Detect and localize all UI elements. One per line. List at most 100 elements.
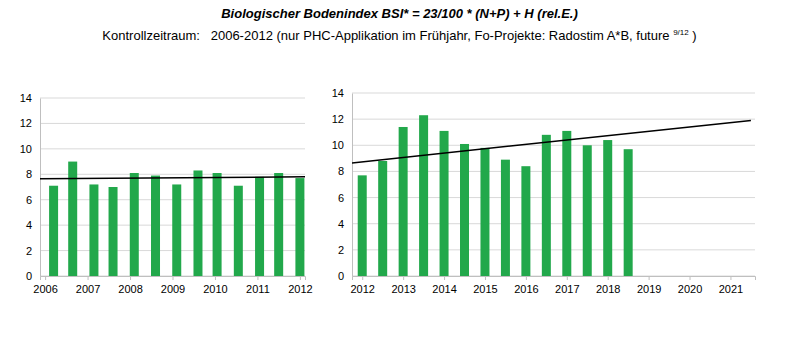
x-tick-label: 2014 bbox=[432, 283, 456, 295]
bar bbox=[562, 131, 571, 276]
x-axis-line bbox=[353, 277, 756, 281]
x-tick: 2012 bbox=[350, 276, 374, 295]
grid-line bbox=[40, 148, 305, 149]
x-tick-mark bbox=[403, 276, 404, 280]
grid-line bbox=[352, 197, 755, 198]
x-axis: 2012201320142015201620172018201920202021 bbox=[350, 276, 755, 295]
y-tick: 10 bbox=[332, 139, 352, 151]
y-tick: 14 bbox=[20, 92, 40, 104]
bar bbox=[89, 184, 98, 276]
grid bbox=[40, 98, 305, 276]
y-tick: 10 bbox=[20, 143, 40, 155]
x-tick: 2010 bbox=[203, 276, 227, 295]
x-axis-line bbox=[41, 277, 306, 281]
x-tick: 2012 bbox=[288, 276, 312, 295]
x-tick-label: 2021 bbox=[719, 283, 743, 295]
x-tick: 2015 bbox=[473, 276, 497, 295]
grid bbox=[352, 93, 755, 276]
grid-line bbox=[352, 145, 755, 146]
bar bbox=[583, 145, 592, 276]
bar bbox=[542, 135, 551, 276]
x-tick-mark bbox=[45, 276, 46, 280]
x-tick-label: 2015 bbox=[473, 283, 497, 295]
x-tick-label: 2006 bbox=[33, 283, 57, 295]
y-tick: 8 bbox=[26, 168, 40, 180]
x-tick-mark bbox=[300, 276, 301, 280]
chart-svg: Biologischer Bodenindex BSI* = 23/100 * … bbox=[0, 0, 799, 349]
marks bbox=[352, 115, 751, 276]
x-tick-mark bbox=[649, 276, 650, 280]
x-tick-label: 2008 bbox=[118, 283, 142, 295]
bar bbox=[130, 173, 139, 276]
x-tick-label: 2012 bbox=[350, 283, 374, 295]
grid-line bbox=[352, 119, 755, 120]
y-tick: 12 bbox=[20, 117, 40, 129]
marks bbox=[40, 162, 305, 276]
x-tick: 2007 bbox=[76, 276, 100, 295]
y-tick-label: 10 bbox=[20, 143, 32, 155]
bar bbox=[399, 127, 408, 276]
x-tick-label: 2007 bbox=[76, 283, 100, 295]
x-axis: 2006 2007 2008 2009 2010 2011 2012 bbox=[33, 276, 312, 295]
y-tick: 2 bbox=[338, 244, 352, 256]
x-tick-label: 2020 bbox=[678, 283, 702, 295]
x-tick: 2019 bbox=[637, 276, 661, 295]
y-tick: 2 bbox=[26, 245, 40, 257]
y-tick: 6 bbox=[338, 192, 352, 204]
y-axis-line bbox=[40, 99, 41, 277]
y-axis: 02468101214 bbox=[332, 87, 353, 282]
bar bbox=[378, 161, 387, 276]
x-tick-mark bbox=[730, 276, 731, 280]
y-tick: 4 bbox=[338, 218, 352, 230]
x-tick-label: 2013 bbox=[391, 283, 415, 295]
bar bbox=[255, 177, 264, 276]
grid-line bbox=[40, 98, 305, 99]
trend-line bbox=[40, 177, 305, 179]
x-tick-label: 2019 bbox=[637, 283, 661, 295]
x-tick: 2017 bbox=[555, 276, 579, 295]
x-tick: 2014 bbox=[432, 276, 456, 295]
bar bbox=[501, 160, 510, 276]
x-tick-mark bbox=[444, 276, 445, 280]
bar bbox=[274, 173, 283, 276]
bar bbox=[521, 166, 530, 276]
x-tick: 2020 bbox=[678, 276, 702, 295]
grid-line bbox=[352, 223, 755, 224]
y-tick-label: 0 bbox=[26, 270, 32, 282]
y-axis-line bbox=[352, 94, 353, 277]
y-tick-label: 6 bbox=[26, 194, 32, 206]
x-tick: 2006 bbox=[33, 276, 57, 295]
trend-line bbox=[352, 120, 751, 162]
chart-1: 0246810121420122013201420152016201720182… bbox=[332, 87, 756, 295]
y-tick: 8 bbox=[338, 165, 352, 177]
x-tick-mark bbox=[173, 276, 174, 280]
y-tick: 4 bbox=[26, 219, 40, 231]
y-axis: 0 2 4 6 8 10 12 14 bbox=[20, 92, 41, 282]
x-tick-mark bbox=[485, 276, 486, 280]
y-tick-label: 4 bbox=[26, 219, 32, 231]
x-tick-mark bbox=[690, 276, 691, 280]
bar bbox=[419, 115, 428, 276]
bar bbox=[193, 170, 202, 276]
x-tick-label: 2016 bbox=[514, 283, 538, 295]
bar bbox=[234, 186, 243, 276]
x-tick: 2009 bbox=[161, 276, 185, 295]
y-tick-label: 12 bbox=[20, 117, 32, 129]
grid-line bbox=[352, 171, 755, 172]
y-tick-label: 12 bbox=[332, 113, 344, 125]
x-tick: 2011 bbox=[246, 276, 270, 295]
x-tick: 2021 bbox=[719, 276, 743, 295]
y-tick-label: 10 bbox=[332, 139, 344, 151]
title: Biologischer Bodenindex BSI* = 23/100 * … bbox=[221, 6, 578, 21]
x-tick-label: 2012 bbox=[288, 283, 312, 295]
chart-0: 0 2 4 6 8 10 12 14 2006 2007 2008 2009 2010 2011 2012 bbox=[20, 92, 313, 295]
x-tick: 2016 bbox=[514, 276, 538, 295]
y-tick-label: 2 bbox=[338, 244, 344, 256]
x-tick-mark bbox=[257, 276, 258, 280]
y-tick: 14 bbox=[332, 87, 352, 99]
bar bbox=[295, 178, 304, 276]
bar bbox=[460, 144, 469, 276]
x-tick-mark bbox=[130, 276, 131, 280]
bar bbox=[151, 176, 160, 276]
subtitle-part: ) bbox=[689, 28, 697, 43]
